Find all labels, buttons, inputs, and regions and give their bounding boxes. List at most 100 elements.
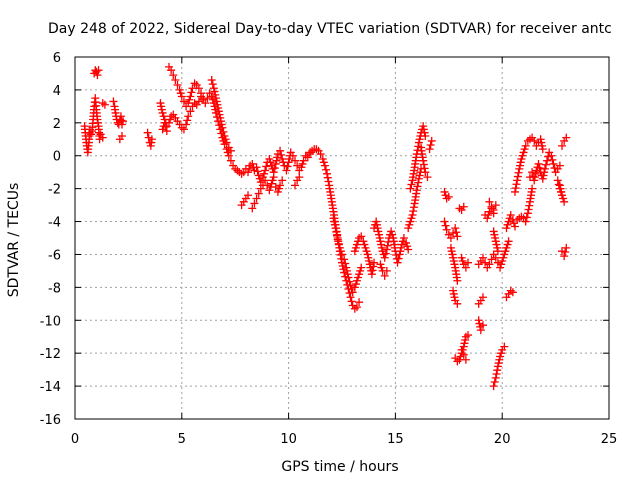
x-tick-label: 25 [601, 432, 618, 447]
data-point [207, 76, 216, 85]
data-point [446, 234, 455, 242]
data-point [451, 224, 460, 233]
data-point [199, 94, 208, 103]
data-point [94, 66, 103, 75]
data-point [248, 204, 257, 213]
data-point [224, 151, 233, 160]
data-point [513, 176, 522, 185]
data-point [270, 164, 279, 173]
data-point [419, 160, 428, 169]
data-point [344, 273, 353, 282]
data-point [504, 237, 513, 246]
data-point [347, 297, 356, 306]
data-point [183, 116, 192, 125]
data-point [490, 377, 499, 386]
data-point [412, 186, 421, 195]
data-point [399, 234, 408, 242]
data-point [452, 228, 461, 237]
data-point [476, 326, 485, 335]
data-point [478, 253, 487, 262]
data-point [521, 217, 530, 226]
data-point [299, 156, 308, 165]
data-point [558, 191, 567, 200]
y-tick-labels: -16 -14 -12 -10 -8 -6 -4 -2 0 2 4 6 [40, 51, 61, 428]
data-point [226, 156, 235, 165]
data-point [523, 209, 532, 218]
data-point [169, 71, 178, 80]
y-tick-label: -2 [48, 183, 61, 198]
y-tick-label: -12 [40, 347, 61, 362]
data-point [162, 127, 171, 136]
data-point [524, 205, 533, 214]
data-point [540, 164, 549, 173]
data-point [201, 99, 210, 108]
data-point [380, 253, 389, 262]
data-point [382, 245, 391, 254]
data-point [250, 199, 259, 208]
y-tick-label: -6 [48, 248, 61, 263]
data-point [407, 180, 416, 189]
data-point [511, 222, 520, 231]
data-point [218, 123, 227, 132]
data-point [481, 258, 490, 267]
data-point [414, 178, 423, 187]
data-point [348, 288, 357, 297]
x-axis-label: GPS time / hours [281, 459, 398, 475]
data-point [182, 120, 191, 129]
data-point [514, 168, 523, 177]
data-point [98, 133, 107, 142]
data-point [489, 382, 498, 391]
data-point [500, 342, 509, 351]
y-tick-label: -10 [40, 314, 61, 329]
data-point [381, 249, 390, 258]
data-point [282, 166, 291, 175]
data-point [423, 173, 432, 182]
plot-frame [74, 56, 610, 420]
data-point [324, 177, 333, 186]
y-tick-label: -8 [48, 281, 61, 296]
data-point [492, 370, 501, 379]
data-point [355, 298, 364, 307]
data-point [369, 262, 378, 271]
data-point [453, 232, 462, 241]
data-point [383, 241, 392, 250]
data-point [219, 127, 228, 136]
data-point [276, 181, 285, 190]
y-tick-label: 2 [53, 117, 61, 132]
data-point [253, 167, 262, 176]
data-point [252, 194, 261, 203]
data-point [489, 206, 498, 215]
data-point [522, 213, 531, 222]
data-point [562, 133, 571, 142]
data-point [321, 165, 330, 174]
data-point [357, 232, 366, 241]
data-point [119, 117, 128, 126]
data-point [442, 225, 451, 234]
data-point [254, 189, 263, 198]
x-tick-labels: 0 5 10 15 20 25 [71, 432, 617, 447]
data-point [440, 217, 449, 226]
data-point [109, 97, 118, 106]
data-point [555, 161, 564, 170]
data-point [444, 192, 453, 201]
data-point [291, 156, 300, 165]
data-point [506, 210, 515, 219]
data-point [521, 141, 530, 150]
data-point [419, 156, 428, 165]
data-point [457, 345, 466, 354]
data-point [370, 258, 379, 267]
data-point [491, 253, 500, 262]
data-point [333, 235, 342, 244]
y-tick-label: 6 [53, 51, 61, 66]
data-point [367, 270, 376, 279]
data-point [493, 366, 502, 375]
data-point [171, 76, 180, 85]
data-point [352, 303, 361, 312]
data-point [553, 176, 562, 185]
data-point [186, 107, 195, 116]
data-point [194, 84, 203, 93]
y-tick-label: 4 [53, 84, 61, 99]
data-point [333, 231, 342, 240]
data-point [177, 92, 186, 101]
data-point [530, 136, 539, 145]
